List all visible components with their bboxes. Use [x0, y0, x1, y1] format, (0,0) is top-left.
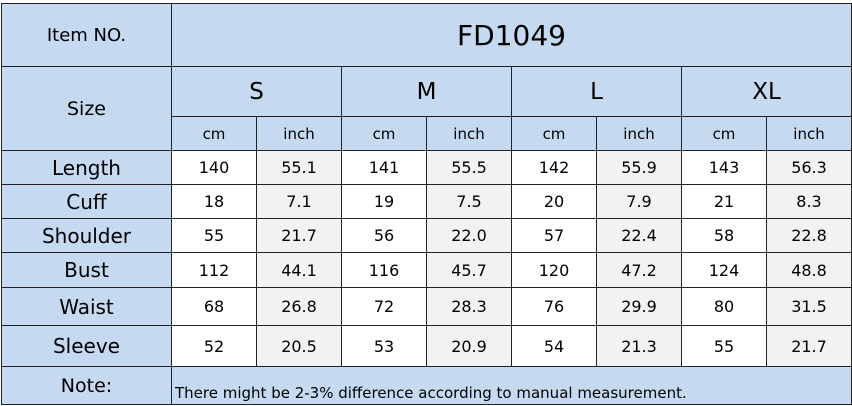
row-label: Shoulder: [1, 218, 172, 253]
value-cell: 55.9: [596, 150, 682, 185]
unit-header: inch: [426, 116, 512, 151]
size-header: S: [171, 66, 342, 117]
unit-header: cm: [171, 116, 257, 151]
value-cell: 53: [341, 325, 427, 367]
value-cell: 52: [171, 325, 257, 367]
value-cell: 20: [511, 184, 597, 219]
value-cell: 21.7: [766, 325, 852, 367]
value-cell: 26.8: [256, 287, 342, 326]
value-cell: 55: [171, 218, 257, 253]
unit-header: cm: [341, 116, 427, 151]
value-cell: 80: [681, 287, 767, 326]
value-cell: 7.5: [426, 184, 512, 219]
value-cell: 20.5: [256, 325, 342, 367]
item-label: Item NO.: [1, 3, 172, 67]
value-cell: 140: [171, 150, 257, 185]
value-cell: 112: [171, 252, 257, 288]
item-number: FD1049: [171, 3, 852, 67]
value-cell: 29.9: [596, 287, 682, 326]
row-label: Waist: [1, 287, 172, 326]
value-cell: 55: [681, 325, 767, 367]
value-cell: 22.8: [766, 218, 852, 253]
value-cell: 72: [341, 287, 427, 326]
value-cell: 142: [511, 150, 597, 185]
row-label: Bust: [1, 252, 172, 288]
value-cell: 76: [511, 287, 597, 326]
unit-header: inch: [596, 116, 682, 151]
value-cell: 20.9: [426, 325, 512, 367]
unit-header: inch: [256, 116, 342, 151]
value-cell: 8.3: [766, 184, 852, 219]
value-cell: 45.7: [426, 252, 512, 288]
value-cell: 21: [681, 184, 767, 219]
size-label: Size: [1, 66, 172, 151]
row-label: Length: [1, 150, 172, 185]
value-cell: 56: [341, 218, 427, 253]
unit-header: cm: [511, 116, 597, 151]
unit-header: cm: [681, 116, 767, 151]
unit-header: inch: [766, 116, 852, 151]
value-cell: 54: [511, 325, 597, 367]
value-cell: 120: [511, 252, 597, 288]
value-cell: 57: [511, 218, 597, 253]
value-cell: 21.3: [596, 325, 682, 367]
value-cell: 48.8: [766, 252, 852, 288]
row-label: Sleeve: [1, 325, 172, 367]
value-cell: 143: [681, 150, 767, 185]
value-cell: 116: [341, 252, 427, 288]
value-cell: 58: [681, 218, 767, 253]
value-cell: 28.3: [426, 287, 512, 326]
value-cell: 55.5: [426, 150, 512, 185]
value-cell: 56.3: [766, 150, 852, 185]
value-cell: 68: [171, 287, 257, 326]
value-cell: 22.4: [596, 218, 682, 253]
note-label: Note:: [1, 366, 172, 405]
value-cell: 55.1: [256, 150, 342, 185]
value-cell: 141: [341, 150, 427, 185]
value-cell: 7.1: [256, 184, 342, 219]
value-cell: 21.7: [256, 218, 342, 253]
note-text: There might be 2-3% difference according…: [171, 366, 852, 405]
value-cell: 124: [681, 252, 767, 288]
value-cell: 18: [171, 184, 257, 219]
value-cell: 19: [341, 184, 427, 219]
value-cell: 7.9: [596, 184, 682, 219]
size-header: L: [511, 66, 682, 117]
value-cell: 47.2: [596, 252, 682, 288]
row-label: Cuff: [1, 184, 172, 219]
value-cell: 22.0: [426, 218, 512, 253]
value-cell: 44.1: [256, 252, 342, 288]
value-cell: 31.5: [766, 287, 852, 326]
size-header: M: [341, 66, 512, 117]
size-header: XL: [681, 66, 852, 117]
